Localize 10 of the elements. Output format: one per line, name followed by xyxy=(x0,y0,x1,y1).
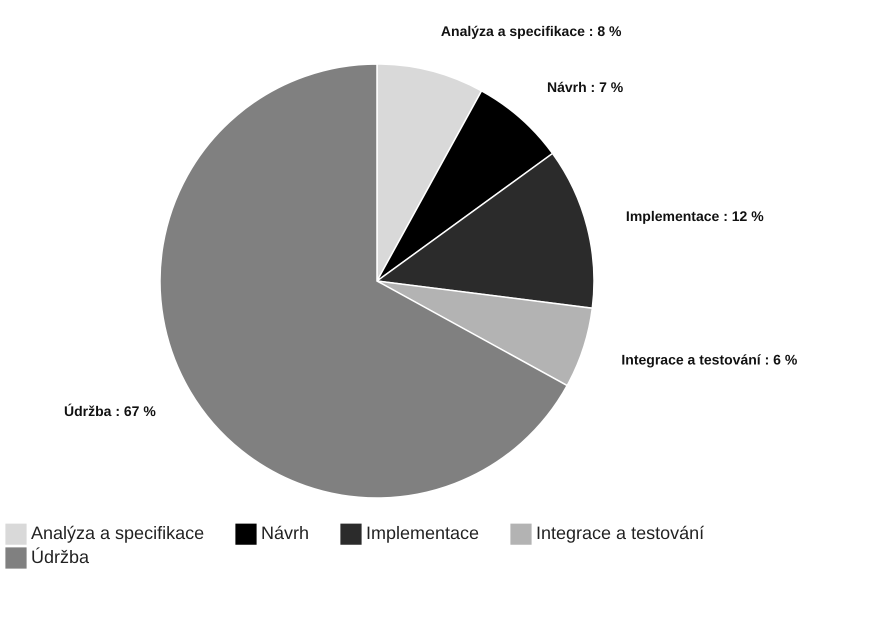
legend-label: Implementace xyxy=(366,523,480,544)
legend-label: Integrace a testování xyxy=(536,523,704,544)
data-label: Integrace a testování : 6 % xyxy=(621,351,798,368)
legend-label: Údržba xyxy=(31,547,90,567)
data-label: Údržba : 67 % xyxy=(64,402,156,419)
data-label: Návrh : 7 % xyxy=(546,79,624,96)
legend-label: Analýza a specifikace xyxy=(31,523,204,544)
legend-label: Návrh xyxy=(261,523,310,544)
data-label: Implementace : 12 % xyxy=(626,208,764,224)
data-label: Analýza a specifikace : 8 % xyxy=(440,23,622,40)
